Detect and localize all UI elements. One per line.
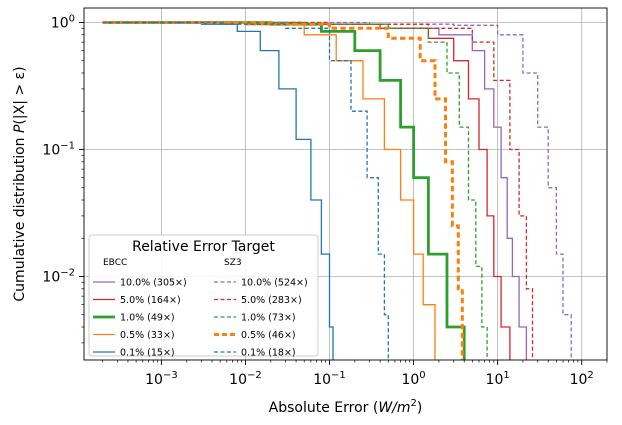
- legend-header-sz3: SZ3: [224, 258, 242, 268]
- series-line: [102, 21, 389, 360]
- legend-label: 5.0% (164×): [120, 295, 181, 306]
- legend-header-ebcc: EBCC: [103, 258, 127, 268]
- legend-label: 10.0% (524×): [241, 278, 308, 289]
- y-tick-label: 10−2: [42, 267, 75, 285]
- axis-ticks: 10−3 10−2 10−1 100 101 102 10−2 10−1 100: [42, 13, 608, 388]
- legend-label: 1.0% (49×): [120, 313, 175, 324]
- x-axis-label: Absolute Error (W/m2): [269, 398, 423, 416]
- legend-box: [88, 234, 319, 357]
- series-line: [102, 21, 436, 360]
- legend-label: 10.0% (305×): [120, 278, 187, 289]
- x-tick-label: 102: [570, 370, 594, 388]
- legend-label: 5.0% (283×): [241, 295, 302, 306]
- x-tick-label: 100: [401, 370, 425, 388]
- legend-label: 0.1% (15×): [120, 348, 175, 359]
- x-tick-label: 10−1: [313, 370, 346, 388]
- y-tick-label: 10−1: [42, 140, 75, 158]
- legend-label: 0.5% (33×): [120, 330, 175, 341]
- plot-frame: [83, 7, 608, 361]
- legend-entries: 10.0% (305×) 5.0% (164×) 1.0% (49×) 0.5% (3…: [93, 278, 308, 359]
- series-line: [102, 21, 534, 360]
- legend-label: 0.1% (18×): [241, 348, 296, 359]
- series-line: [102, 21, 488, 360]
- y-tick-label: 100: [51, 13, 75, 31]
- x-tick-label: 101: [486, 370, 510, 388]
- series-line: [102, 21, 572, 360]
- x-tick-label: 10−3: [145, 370, 178, 388]
- legend-label: 0.5% (46×): [241, 330, 296, 341]
- series-layer: [102, 21, 572, 360]
- series-line: [102, 21, 334, 360]
- legend: Relative Error Target EBCC SZ3 10.0% (30…: [88, 234, 319, 359]
- series-line: [102, 21, 511, 360]
- legend-title: Relative Error Target: [132, 239, 275, 255]
- x-tick-label: 10−2: [229, 370, 262, 388]
- y-axis-label: Cumulative distribution P(|X| > ε): [12, 66, 28, 301]
- series-line: [102, 21, 464, 360]
- legend-label: 1.0% (73×): [241, 313, 296, 324]
